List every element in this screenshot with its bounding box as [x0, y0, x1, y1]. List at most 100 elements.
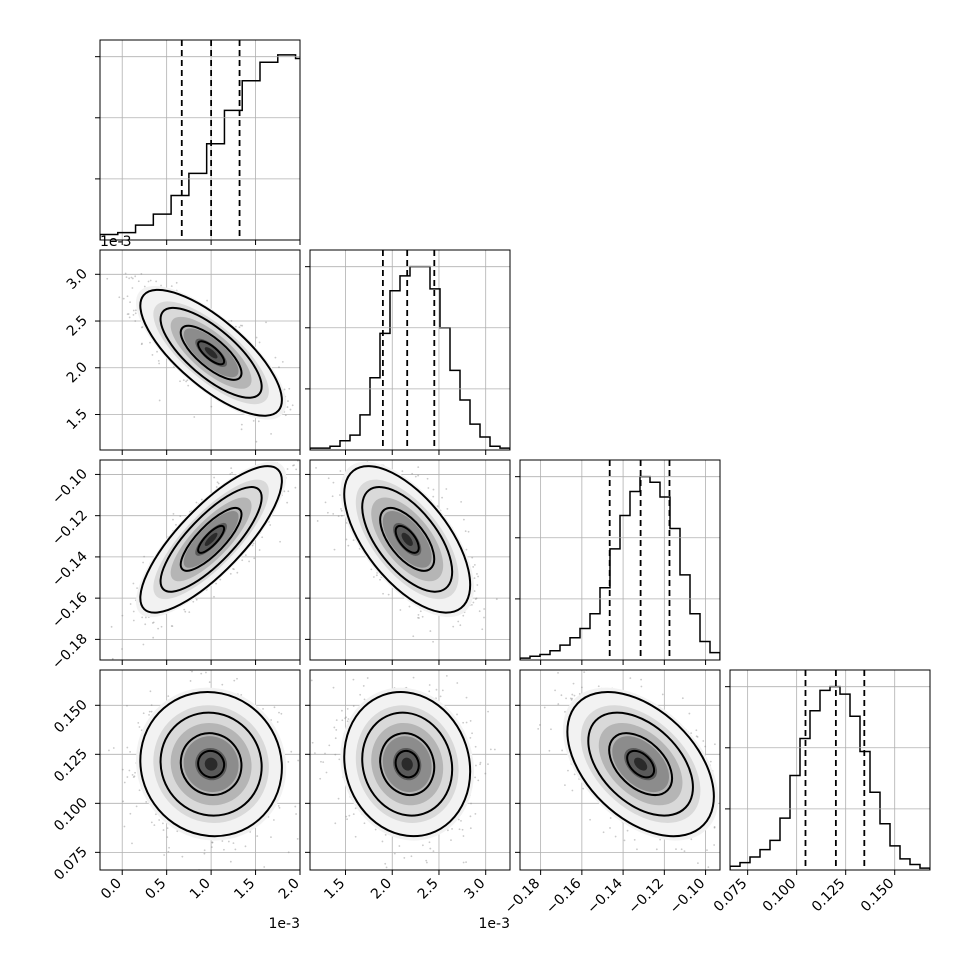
sample-point — [367, 456, 369, 458]
sample-point — [185, 380, 188, 383]
sample-point — [187, 384, 190, 387]
sample-point — [292, 464, 294, 467]
sample-point — [432, 495, 435, 498]
sample-point — [346, 448, 348, 450]
sample-point — [332, 513, 335, 515]
panel-frame — [99, 459, 301, 661]
sample-point — [160, 625, 163, 628]
sample-point — [103, 670, 105, 672]
sample-point — [360, 441, 362, 443]
sample-point — [412, 676, 415, 679]
sample-point — [475, 597, 478, 600]
sample-point — [258, 341, 261, 344]
sample-point — [132, 776, 135, 778]
sample-point — [295, 813, 297, 815]
sample-point — [472, 566, 475, 568]
sample-point — [241, 324, 244, 327]
sample-point — [341, 719, 344, 722]
sample-point — [221, 840, 224, 842]
sample-point — [244, 845, 247, 848]
sample-point — [150, 821, 153, 824]
sample-point — [408, 605, 411, 608]
sample-point — [128, 769, 131, 772]
histogram-0 — [100, 54, 300, 240]
panel-frame — [99, 39, 301, 241]
contour-level-2 — [179, 506, 243, 572]
contour-level-1 — [361, 486, 454, 593]
sample-point — [129, 751, 132, 753]
x-tick-label: 0.0 — [98, 876, 125, 903]
sample-point — [291, 404, 294, 407]
sample-point — [170, 285, 173, 287]
sample-point — [140, 343, 143, 346]
sample-point — [382, 592, 384, 595]
sample-point — [294, 805, 297, 808]
contour-level-1 — [159, 486, 263, 593]
sample-point — [345, 538, 348, 541]
sample-point — [143, 285, 146, 288]
sample-point — [401, 470, 404, 473]
sample-point — [462, 614, 465, 617]
sample-point — [145, 800, 148, 803]
sample-point — [477, 575, 479, 578]
sample-point — [137, 280, 140, 283]
sample-point — [473, 563, 476, 566]
sample-point — [340, 509, 343, 512]
sample-point — [131, 774, 134, 776]
sample-point — [121, 648, 123, 650]
sample-point — [457, 620, 460, 623]
sample-point — [227, 840, 230, 843]
sample-point — [481, 628, 484, 631]
sample-point — [465, 861, 467, 864]
x-tick-label: 1.5 — [231, 876, 258, 903]
contour-level-0 — [139, 465, 283, 614]
sample-point — [476, 584, 479, 586]
sample-point — [280, 712, 283, 715]
contour-level-0 — [139, 288, 283, 417]
sample-point — [463, 518, 465, 521]
sample-point — [112, 747, 115, 749]
sample-point — [258, 549, 261, 551]
sample-point — [393, 852, 396, 855]
sample-point — [412, 635, 415, 638]
sample-point — [128, 277, 131, 280]
sample-point — [270, 836, 272, 839]
sample-point — [144, 623, 147, 626]
panel-2-2 — [515, 459, 721, 665]
sample-point — [234, 848, 237, 851]
sample-point — [158, 399, 161, 402]
sample-point — [150, 710, 153, 713]
sample-point — [513, 557, 515, 559]
sample-point — [456, 682, 459, 684]
sample-point — [126, 746, 129, 749]
sample-point — [142, 643, 145, 646]
sample-point — [462, 835, 465, 837]
sample-point — [270, 433, 272, 435]
sample-point — [403, 857, 406, 859]
density-shade-5 — [204, 347, 218, 359]
sample-point — [286, 468, 289, 470]
sample-point — [275, 457, 277, 459]
sample-point — [446, 507, 449, 510]
sample-point — [287, 851, 290, 854]
sample-point — [399, 458, 401, 460]
sample-point — [429, 630, 432, 632]
sample-point — [306, 461, 308, 463]
sample-point — [136, 587, 138, 590]
sample-point — [314, 752, 316, 755]
panel-1-1 — [305, 249, 511, 455]
sample-point — [140, 273, 143, 275]
sample-point — [213, 595, 215, 598]
sample-point — [426, 477, 429, 480]
sample-point — [387, 593, 390, 596]
sample-point — [166, 827, 169, 829]
sample-point — [192, 600, 195, 603]
contour-level-0 — [139, 691, 283, 838]
sample-point — [123, 825, 126, 828]
density-shade-5 — [401, 532, 413, 546]
sample-point — [229, 473, 232, 476]
y-tick-label: 2.0 — [64, 359, 91, 386]
sample-point — [239, 324, 242, 327]
sample-point — [203, 849, 206, 852]
sample-point — [130, 276, 133, 279]
